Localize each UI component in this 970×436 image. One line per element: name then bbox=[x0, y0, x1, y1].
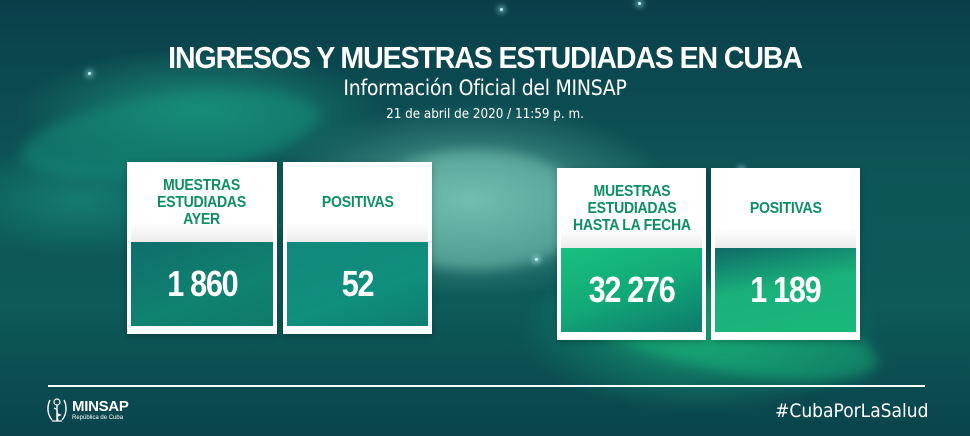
logo-name: MINSAP bbox=[72, 397, 129, 415]
logo-subtitle: República de Cuba bbox=[72, 414, 124, 421]
stat-label: MUESTRAS ESTUDIADAS HASTA LA FECHA bbox=[561, 168, 702, 248]
stat-value: 1 189 bbox=[715, 248, 856, 332]
footer-divider bbox=[48, 385, 925, 387]
bokeh-light bbox=[638, 2, 641, 5]
minsap-logo: MINSAP República de Cuba bbox=[46, 396, 129, 424]
stat-card-samples-yesterday: MUESTRAS ESTUDIADAS AYER 1 860 bbox=[127, 162, 277, 334]
stat-value: 1 860 bbox=[131, 242, 273, 326]
stat-label: MUESTRAS ESTUDIADAS AYER bbox=[131, 162, 273, 242]
stat-label: POSITIVAS bbox=[287, 162, 428, 242]
bokeh-light bbox=[88, 72, 91, 75]
stat-value: 32 276 bbox=[561, 248, 702, 332]
hashtag: #CubaPorLaSalud bbox=[774, 400, 928, 422]
report-date: 21 de abril de 2020 / 11:59 p. m. bbox=[386, 107, 584, 122]
bokeh-light bbox=[500, 8, 503, 11]
stat-value: 52 bbox=[287, 242, 428, 326]
caduceus-emblem-icon bbox=[47, 398, 67, 422]
page-subtitle: Información Oficial del MINSAP bbox=[343, 76, 627, 100]
bokeh-light bbox=[535, 258, 538, 261]
stat-card-positives-to-date: POSITIVAS 1 189 bbox=[711, 168, 860, 340]
stat-card-positives-yesterday: POSITIVAS 52 bbox=[283, 162, 432, 334]
page-title: INGRESOS Y MUESTRAS ESTUDIADAS EN CUBA bbox=[168, 40, 803, 75]
stat-label: POSITIVAS bbox=[715, 168, 856, 248]
stat-card-samples-to-date: MUESTRAS ESTUDIADAS HASTA LA FECHA 32 27… bbox=[557, 168, 706, 340]
logo-text: MINSAP República de Cuba bbox=[72, 399, 129, 422]
